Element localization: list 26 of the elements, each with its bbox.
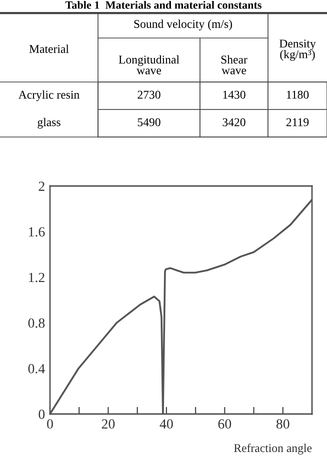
- data-label: 5490: [138, 118, 160, 126]
- x-tick-label: 20: [102, 419, 115, 429]
- x-tick-label: 0: [47, 419, 53, 429]
- x-tick-label: 40: [160, 419, 173, 429]
- data-label: 1180: [286, 90, 309, 99]
- data-label: 2730: [138, 90, 160, 99]
- data-label: 2119: [286, 118, 309, 126]
- data-label: 3420: [222, 118, 246, 126]
- data-label: 1430: [223, 90, 246, 99]
- x-tick-label: 80: [276, 419, 290, 429]
- y-axis-title: Material: [29, 44, 69, 53]
- chart-title: Table 1 Materials and material constants: [65, 0, 262, 9]
- category-label: glass: [38, 118, 60, 129]
- y-tick-label: 2: [38, 182, 44, 191]
- y-tick-label: 0.4: [28, 364, 45, 374]
- y-tick-label: 0.8: [28, 318, 45, 328]
- y-tick-label: 1.6: [29, 227, 45, 237]
- x-tick-label: 60: [218, 419, 232, 429]
- category-label: Density (kg/m³): [279, 40, 316, 61]
- y-tick-label: 0: [38, 410, 45, 419]
- y-tick-label: 1.2: [29, 272, 44, 282]
- category-label: Longitudinal wave: [118, 55, 180, 74]
- category-label: Acrylic resin: [18, 90, 80, 102]
- text: Sound velocity (m/s): [134, 20, 232, 30]
- x-axis-title: Refraction angle: [234, 444, 312, 454]
- category-label: Shear wave: [221, 55, 248, 74]
